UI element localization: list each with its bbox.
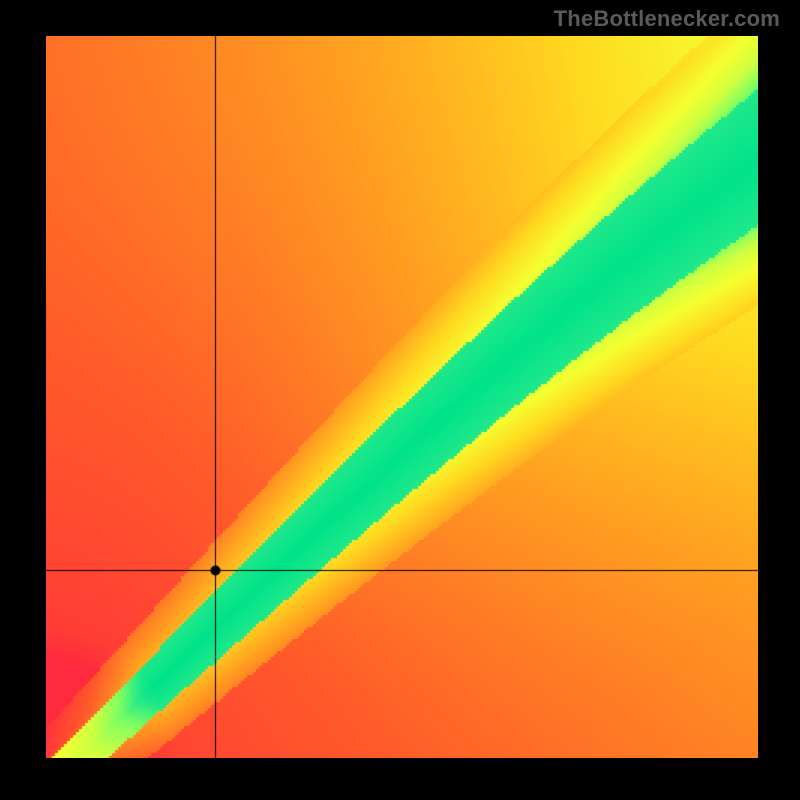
chart-container: TheBottlenecker.com	[0, 0, 800, 800]
watermark-text: TheBottlenecker.com	[554, 6, 780, 32]
heatmap-plot	[46, 36, 758, 758]
heatmap-canvas	[46, 36, 758, 758]
